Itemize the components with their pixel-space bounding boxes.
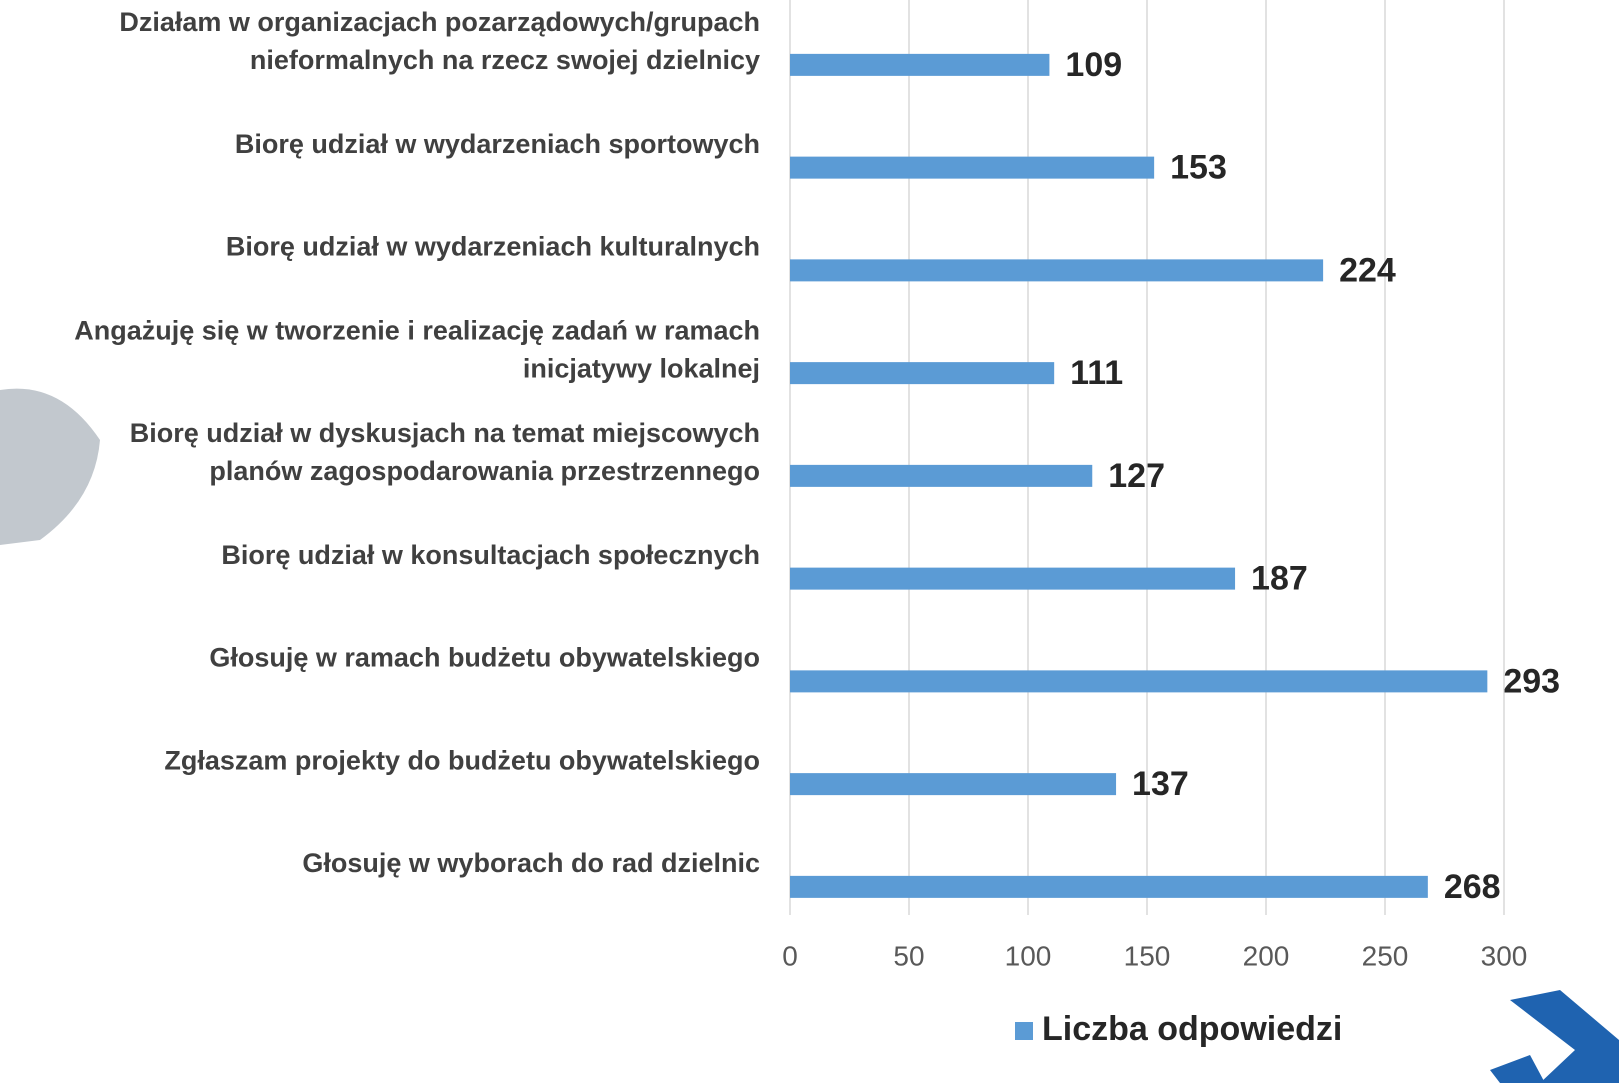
value-label: 137 (1132, 765, 1189, 803)
category-label: planów zagospodarowania przestrzennego (209, 456, 760, 486)
bar (790, 465, 1092, 487)
x-tick-label: 50 (893, 940, 924, 971)
category-label: Biorę udział w wydarzeniach sportowych (235, 129, 760, 159)
category-label: Angażuję się w tworzenie i realizację za… (74, 315, 760, 345)
bar (790, 876, 1428, 898)
category-label: Biorę udział w wydarzeniach kulturalnych (226, 232, 760, 262)
value-label: 268 (1444, 868, 1501, 906)
bar (790, 157, 1154, 179)
x-tick-label: 200 (1243, 940, 1290, 971)
legend-label: Liczba odpowiedzi (1042, 1010, 1342, 1048)
x-tick-label: 300 (1481, 940, 1528, 971)
value-label: 293 (1503, 662, 1560, 700)
page: Liczba odpowiedzi 0 50 100 150 200 250 300 Dzia… (0, 0, 1619, 1083)
category-label: Biorę udział w dyskusjach na temat miejs… (130, 418, 760, 448)
value-label: 187 (1251, 560, 1308, 598)
category-label: nieformalnych na rzecz swojej dzielnicy (250, 45, 760, 75)
x-tick-label: 0 (782, 940, 798, 971)
bar (790, 670, 1487, 692)
category-label: inicjatywy lokalnej (523, 353, 760, 383)
value-label: 109 (1065, 46, 1122, 84)
category-label: Głosuję w wyborach do rad dzielnic (302, 848, 760, 878)
value-label: 111 (1070, 354, 1123, 392)
category-label: Zgłaszam projekty do budżetu obywatelski… (164, 745, 760, 775)
decoration (0, 389, 1619, 1083)
bar (790, 54, 1049, 76)
x-tick-label: 150 (1124, 940, 1171, 971)
legend-swatch (1015, 1022, 1033, 1040)
value-label: 127 (1108, 457, 1165, 495)
category-label: Głosuję w ramach budżetu obywatelskiego (209, 643, 760, 673)
chart: Liczba odpowiedzi 0 50 100 150 200 250 300 Dzia… (0, 0, 1619, 1083)
category-label: Biorę udział w konsultacjach społecznych (221, 540, 760, 570)
category-label: Działam w organizacjach pozarządowych/gr… (119, 7, 760, 37)
bar (790, 773, 1116, 795)
value-label: 224 (1339, 251, 1396, 289)
bar (790, 362, 1054, 384)
x-tick-label: 250 (1362, 940, 1409, 971)
x-tick-label: 100 (1005, 940, 1052, 971)
bar (790, 568, 1235, 590)
value-label: 153 (1170, 149, 1227, 187)
bar (790, 259, 1323, 281)
